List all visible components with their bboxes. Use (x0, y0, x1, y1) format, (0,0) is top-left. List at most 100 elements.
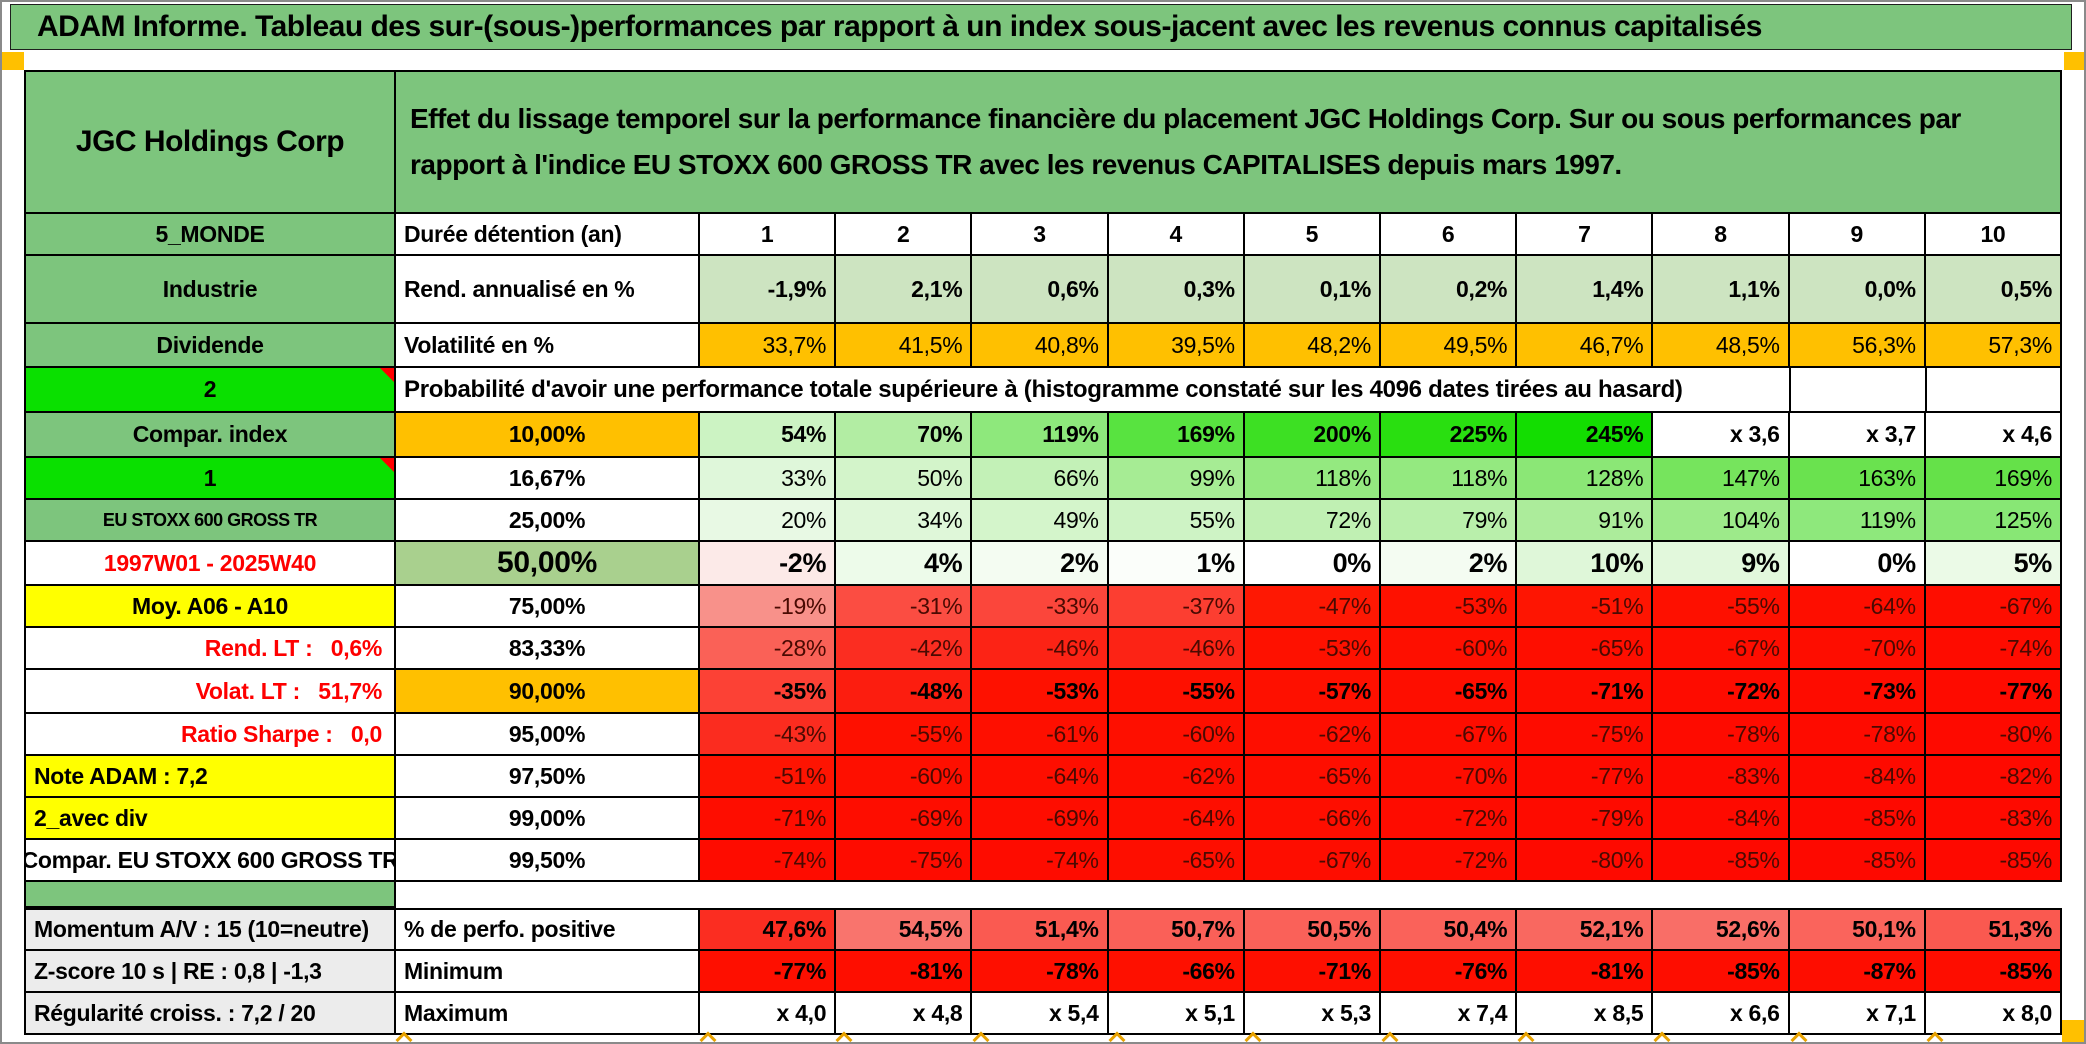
data-cell[interactable]: -78% (1653, 714, 1790, 756)
data-cell[interactable]: -77% (700, 951, 837, 993)
data-cell[interactable]: 10 (1925, 214, 2063, 256)
data-cell[interactable]: -51% (1517, 586, 1654, 628)
spacer-cell[interactable] (26, 882, 396, 908)
metric-cell[interactable]: 16,67% (396, 458, 700, 500)
data-cell[interactable]: x 4,6 (1925, 413, 2063, 458)
data-cell[interactable]: 7 (1517, 214, 1654, 256)
probability-header-cell[interactable]: Probabilité d'avoir une performance tota… (396, 368, 1791, 413)
data-cell[interactable]: 6 (1381, 214, 1518, 256)
metric-cell[interactable]: 99,50% (396, 840, 700, 882)
data-cell[interactable]: -48% (836, 670, 973, 714)
data-cell[interactable]: 0,1% (1244, 256, 1382, 324)
data-cell[interactable]: -77% (1925, 670, 2063, 714)
data-cell[interactable]: -53% (1244, 628, 1382, 670)
data-cell[interactable]: 2 (836, 214, 973, 256)
data-cell[interactable]: -85% (1653, 840, 1790, 882)
data-cell[interactable]: -70% (1789, 628, 1926, 670)
data-cell[interactable]: -46% (1108, 628, 1245, 670)
data-cell[interactable]: -64% (972, 756, 1109, 798)
data-cell[interactable]: 4% (836, 542, 973, 586)
metric-cell[interactable]: 99,00% (396, 798, 700, 840)
data-cell[interactable]: -85% (1789, 798, 1926, 840)
data-cell[interactable]: 50,7% (1108, 908, 1245, 951)
data-cell[interactable]: 2,1% (836, 256, 973, 324)
data-cell[interactable]: -64% (1108, 798, 1245, 840)
data-cell[interactable]: 50% (836, 458, 973, 500)
data-cell[interactable]: -62% (1244, 714, 1382, 756)
data-cell[interactable]: -76% (1381, 951, 1518, 993)
metric-cell[interactable]: 83,33% (396, 628, 700, 670)
row-label[interactable]: 2 (26, 368, 396, 413)
data-cell[interactable]: 169% (1925, 458, 2063, 500)
data-cell[interactable]: -81% (836, 951, 973, 993)
data-cell[interactable]: 52,1% (1517, 908, 1654, 951)
row-label[interactable]: Moy. A06 - A10 (26, 586, 396, 628)
data-cell[interactable]: x 5,4 (972, 993, 1109, 1035)
data-cell[interactable]: -42% (836, 628, 973, 670)
row-label[interactable]: Dividende (26, 324, 396, 368)
data-cell[interactable]: -64% (1789, 586, 1926, 628)
data-cell[interactable]: 9% (1653, 542, 1790, 586)
data-cell[interactable]: -87% (1789, 951, 1926, 993)
data-cell[interactable]: 147% (1653, 458, 1790, 500)
data-cell[interactable]: 125% (1925, 500, 2063, 542)
data-cell[interactable]: 0,3% (1108, 256, 1245, 324)
data-cell[interactable]: -71% (1244, 951, 1382, 993)
data-cell[interactable]: -72% (1653, 670, 1790, 714)
data-cell[interactable]: -37% (1108, 586, 1245, 628)
row-label[interactable]: 5_MONDE (26, 214, 396, 256)
data-cell[interactable]: 5 (1244, 214, 1382, 256)
data-cell[interactable]: 1 (700, 214, 837, 256)
data-cell[interactable]: 50,5% (1244, 908, 1382, 951)
data-cell[interactable]: -82% (1925, 756, 2063, 798)
data-cell[interactable]: 51,3% (1925, 908, 2063, 951)
data-cell[interactable]: 118% (1381, 458, 1518, 500)
row-label[interactable]: Compar. EU STOXX 600 GROSS TR (26, 840, 396, 882)
data-cell[interactable]: -60% (836, 756, 973, 798)
data-cell[interactable]: 245% (1517, 413, 1654, 458)
data-cell[interactable]: -78% (972, 951, 1109, 993)
data-cell[interactable]: -65% (1517, 628, 1654, 670)
row-label[interactable]: Z-score 10 s | RE : 0,8 | -1,3 (26, 951, 396, 993)
data-cell[interactable]: -65% (1108, 840, 1245, 882)
data-cell[interactable]: 119% (972, 413, 1109, 458)
data-cell[interactable]: 225% (1381, 413, 1518, 458)
table-description-cell[interactable]: Effet du lissage temporel sur la perform… (396, 72, 2062, 214)
data-cell[interactable]: 52,6% (1653, 908, 1790, 951)
data-cell[interactable]: -85% (1789, 840, 1926, 882)
data-cell[interactable]: 99% (1108, 458, 1245, 500)
data-cell[interactable]: -74% (700, 840, 837, 882)
data-cell[interactable]: x 7,1 (1789, 993, 1926, 1035)
data-cell[interactable]: 8 (1653, 214, 1790, 256)
data-cell[interactable]: -67% (1244, 840, 1382, 882)
data-cell[interactable]: -60% (1108, 714, 1245, 756)
data-cell[interactable]: -61% (972, 714, 1109, 756)
data-cell[interactable]: x 4,0 (700, 993, 837, 1035)
data-cell[interactable]: 1,1% (1653, 256, 1790, 324)
data-cell[interactable]: -85% (1925, 840, 2063, 882)
data-cell[interactable]: -57% (1244, 670, 1382, 714)
data-cell[interactable]: 41,5% (836, 324, 973, 368)
data-cell[interactable]: -80% (1925, 714, 2063, 756)
metric-cell[interactable]: 90,00% (396, 670, 700, 714)
data-cell[interactable]: 33% (700, 458, 837, 500)
data-cell[interactable]: 0,6% (972, 256, 1109, 324)
metric-cell[interactable]: Maximum (396, 993, 700, 1035)
data-cell[interactable]: 40,8% (972, 324, 1109, 368)
data-cell[interactable]: -69% (836, 798, 973, 840)
data-cell[interactable]: -71% (700, 798, 837, 840)
data-cell[interactable]: -75% (836, 840, 973, 882)
data-cell[interactable]: -77% (1517, 756, 1654, 798)
metric-cell[interactable]: % de perfo. positive (396, 908, 700, 951)
metric-cell[interactable]: Durée détention (an) (396, 214, 700, 256)
data-cell[interactable]: x 6,6 (1653, 993, 1790, 1035)
data-cell[interactable]: x 8,5 (1517, 993, 1654, 1035)
data-cell[interactable]: 54% (700, 413, 837, 458)
data-cell[interactable]: -51% (700, 756, 837, 798)
metric-cell[interactable]: 10,00% (396, 413, 700, 458)
data-cell[interactable]: -53% (1381, 586, 1518, 628)
data-cell[interactable]: 104% (1653, 500, 1790, 542)
data-cell[interactable]: 119% (1789, 500, 1926, 542)
data-cell[interactable]: 128% (1517, 458, 1654, 500)
data-cell[interactable]: -73% (1789, 670, 1926, 714)
